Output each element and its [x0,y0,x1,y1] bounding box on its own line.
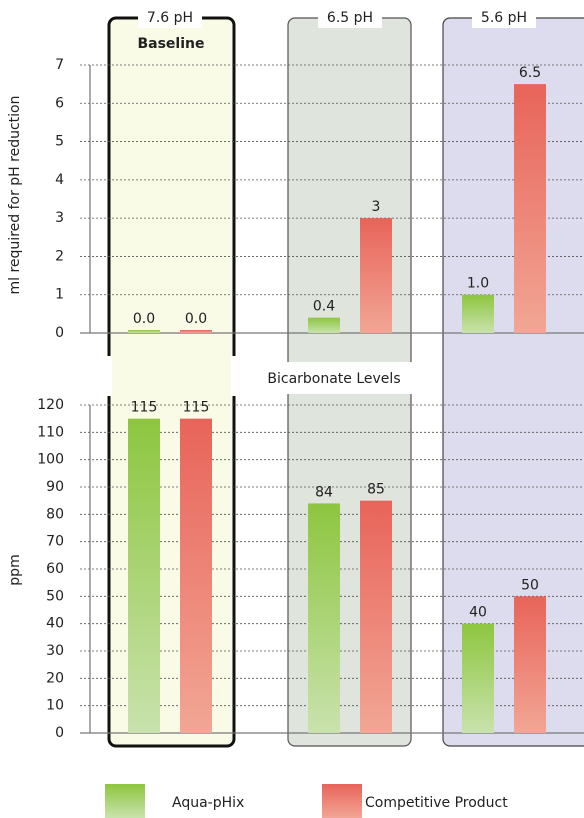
y-tick-label: 30 [46,643,64,659]
y-tick-label: 10 [46,698,64,714]
y-tick-label: 0 [55,725,64,741]
y-tick-label: 40 [46,616,64,632]
header-bg [318,8,382,28]
value-label: 0.0 [185,311,207,327]
y-tick-label: 110 [37,424,64,440]
value-label: 84 [315,484,333,500]
y-tick-label: 100 [37,452,64,468]
label-strip [236,362,432,394]
value-label: 0.4 [313,299,335,315]
y-tick-label: 6 [55,95,64,111]
legend-label: Aqua-pHix [172,795,244,811]
legend-swatch [322,784,362,818]
value-label: 115 [183,400,210,416]
value-label: 40 [469,605,487,621]
category-label: 5.6 pH [481,10,527,26]
y-axis-label: ml required for pH reduction [7,96,23,295]
y-tick-label: 60 [46,561,64,577]
legend-label: Competitive Product [365,795,508,811]
bar [462,623,494,733]
annotation: Baseline [137,36,204,52]
bar [128,418,160,733]
value-label: 6.5 [519,65,541,81]
panel-gap [104,356,112,396]
y-tick-label: 0 [55,325,64,341]
bar [308,503,340,733]
y-tick-label: 5 [55,134,64,150]
bar [360,218,392,333]
value-label: 0.0 [133,311,155,327]
y-tick-label: 80 [46,506,64,522]
legend-swatch [105,784,145,818]
value-label: 50 [521,577,539,593]
y-tick-label: 70 [46,534,64,550]
header-bg [138,8,202,28]
y-tick-label: 90 [46,479,64,495]
y-tick-label: 120 [37,397,64,413]
section-title: Bicarbonate Levels [267,371,400,387]
header-bg [472,8,536,28]
value-label: 115 [131,400,158,416]
bar [360,500,392,733]
bar [514,596,546,733]
y-tick-label: 7 [55,57,64,73]
value-label: 85 [367,482,385,498]
bar [462,294,494,333]
bar [128,330,160,333]
y-tick-label: 3 [55,210,64,226]
panel-gap [231,356,239,396]
y-tick-label: 2 [55,248,64,264]
value-label: 1.0 [467,276,489,292]
y-tick-label: 20 [46,670,64,686]
bar [514,84,546,334]
y-axis-label: ppm [7,554,23,585]
value-label: 3 [372,199,381,215]
panel [107,16,236,748]
bar [180,330,212,333]
category-label: 6.5 pH [327,10,373,26]
bar [308,317,340,333]
y-tick-label: 50 [46,588,64,604]
bar [180,418,212,733]
y-tick-label: 4 [55,172,64,188]
category-label: 7.6 pH [147,10,193,26]
y-tick-label: 1 [55,287,64,303]
